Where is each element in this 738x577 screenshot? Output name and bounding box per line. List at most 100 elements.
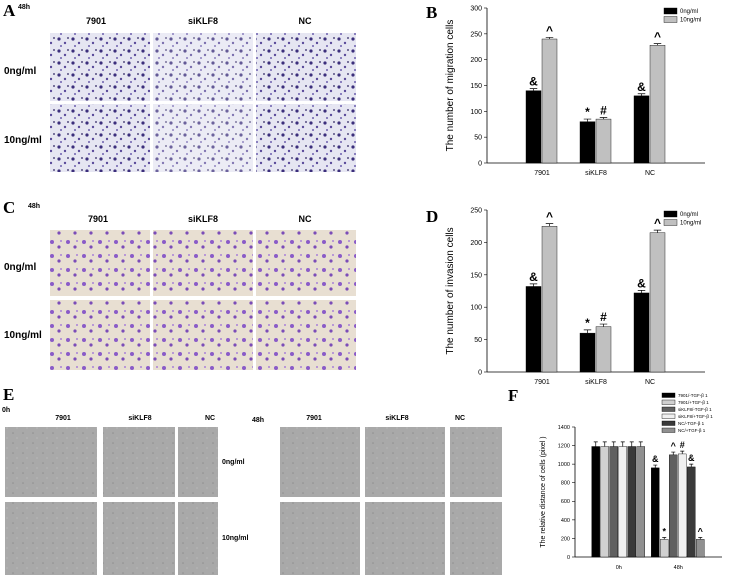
- y-tick-label: 200: [470, 240, 482, 247]
- significance-marker: #: [680, 440, 685, 450]
- panel-label: E: [3, 385, 14, 404]
- legend-label: 0ng/ml: [680, 9, 698, 15]
- x-tick-label: 48h: [674, 565, 683, 571]
- column-label: siKLF8: [385, 415, 408, 422]
- y-tick-label: 50: [474, 135, 482, 142]
- y-axis-label: The relative distance of cells (pixel ): [540, 436, 547, 547]
- column-label: 7901: [88, 214, 108, 224]
- bar: [696, 539, 705, 558]
- column-label: siKLF8: [188, 16, 218, 26]
- legend-label: NC/-TGF-β 1: [678, 421, 705, 426]
- micrograph: [5, 427, 97, 497]
- legend-swatch: [661, 420, 676, 426]
- micrograph: [178, 427, 218, 497]
- error-bar: [653, 229, 662, 233]
- error-bar: [629, 441, 634, 447]
- y-tick-label: 300: [470, 5, 482, 12]
- panel-label: A: [3, 1, 16, 20]
- y-tick-label: 0: [567, 555, 570, 561]
- error-bar: [689, 463, 694, 467]
- legend-label: siKLF8/+TGF-β 1: [678, 414, 713, 419]
- legend-swatch: [661, 413, 676, 419]
- significance-marker: ^: [698, 527, 704, 537]
- bar: [609, 446, 618, 558]
- bar: [541, 38, 558, 164]
- micrograph: [365, 427, 445, 497]
- error-bar: [611, 441, 616, 447]
- bar: [525, 90, 542, 164]
- bar: [636, 446, 645, 558]
- panel-a: A 48h 7901 siKLF8 NC 0ng/ml 10ng/ml: [3, 1, 356, 172]
- y-tick-label: 400: [561, 518, 570, 524]
- micrograph: [50, 230, 150, 296]
- legend-swatch: [663, 16, 678, 23]
- legend-swatch: [661, 406, 676, 412]
- time-label: 0h: [2, 407, 10, 414]
- micrograph: [256, 300, 356, 370]
- legend-label: 7901/+TGF-β 1: [678, 400, 709, 405]
- row-label: 0ng/ml: [4, 66, 36, 77]
- y-tick-label: 1400: [558, 425, 570, 431]
- column-label: siKLF8: [188, 214, 218, 224]
- legend-swatch: [661, 427, 676, 433]
- panel-label: D: [426, 207, 438, 226]
- significance-marker: ^: [671, 441, 677, 451]
- bar: [579, 121, 596, 164]
- micrograph: [365, 502, 445, 575]
- micrograph: [450, 427, 502, 497]
- y-tick-label: 600: [561, 499, 570, 505]
- y-tick-label: 0: [478, 160, 482, 167]
- y-tick-label: 1200: [558, 443, 570, 449]
- legend-label: siKLF8/-TGF-β 1: [678, 407, 712, 412]
- micrograph: [153, 33, 253, 101]
- error-bar: [529, 88, 538, 91]
- row-label: 10ng/ml: [4, 330, 42, 341]
- error-bar: [593, 441, 598, 447]
- bar: [633, 95, 650, 164]
- legend-swatch: [661, 392, 676, 398]
- panel-label: F: [508, 386, 518, 405]
- bar: [651, 467, 660, 558]
- micrograph: [5, 502, 97, 575]
- significance-marker: *: [585, 316, 590, 330]
- x-tick-label: NC: [645, 170, 655, 177]
- y-axis-label: The number of invasion cells: [445, 227, 456, 354]
- significance-marker: &: [688, 453, 695, 463]
- y-tick-label: 250: [470, 207, 482, 214]
- micrograph: [280, 502, 360, 575]
- bar: [678, 453, 687, 558]
- error-bar: [583, 329, 592, 334]
- error-bar: [637, 290, 646, 293]
- bar: [649, 45, 666, 164]
- error-bar: [529, 283, 538, 287]
- significance-marker: *: [662, 527, 666, 537]
- bar: [627, 446, 636, 558]
- legend-label: 0ng/ml: [680, 212, 698, 218]
- error-bar: [599, 117, 608, 120]
- significance-marker: ^: [654, 30, 661, 44]
- micrograph: [256, 230, 356, 296]
- error-bar: [583, 118, 592, 122]
- y-tick-label: 250: [470, 31, 482, 38]
- panel-e: E 0h 48h 7901 siKLF8 NC 7901 siKLF8 NC 0…: [2, 385, 502, 575]
- time-label: 48h: [28, 203, 40, 210]
- significance-marker: &: [529, 270, 538, 284]
- micrograph: [256, 104, 356, 172]
- error-bar: [671, 451, 676, 455]
- significance-marker: ^: [546, 23, 553, 37]
- panel-c: C 48h 7901 siKLF8 NC 0ng/ml 10ng/ml: [3, 198, 356, 370]
- row-label: 10ng/ml: [4, 135, 42, 146]
- column-label: NC: [299, 16, 312, 26]
- bar: [541, 225, 558, 373]
- bar: [669, 454, 678, 558]
- x-tick-label: 7901: [534, 170, 550, 177]
- legend-swatch: [661, 399, 676, 405]
- micrograph: [50, 300, 150, 370]
- y-tick-label: 150: [470, 83, 482, 90]
- y-tick-label: 1000: [558, 462, 570, 468]
- column-label: siKLF8: [128, 415, 151, 422]
- significance-marker: &: [529, 75, 538, 89]
- legend-label: 7901/-TGF-β 1: [678, 393, 708, 398]
- legend-swatch: [663, 7, 678, 15]
- legend-label: 10ng/ml: [680, 221, 701, 227]
